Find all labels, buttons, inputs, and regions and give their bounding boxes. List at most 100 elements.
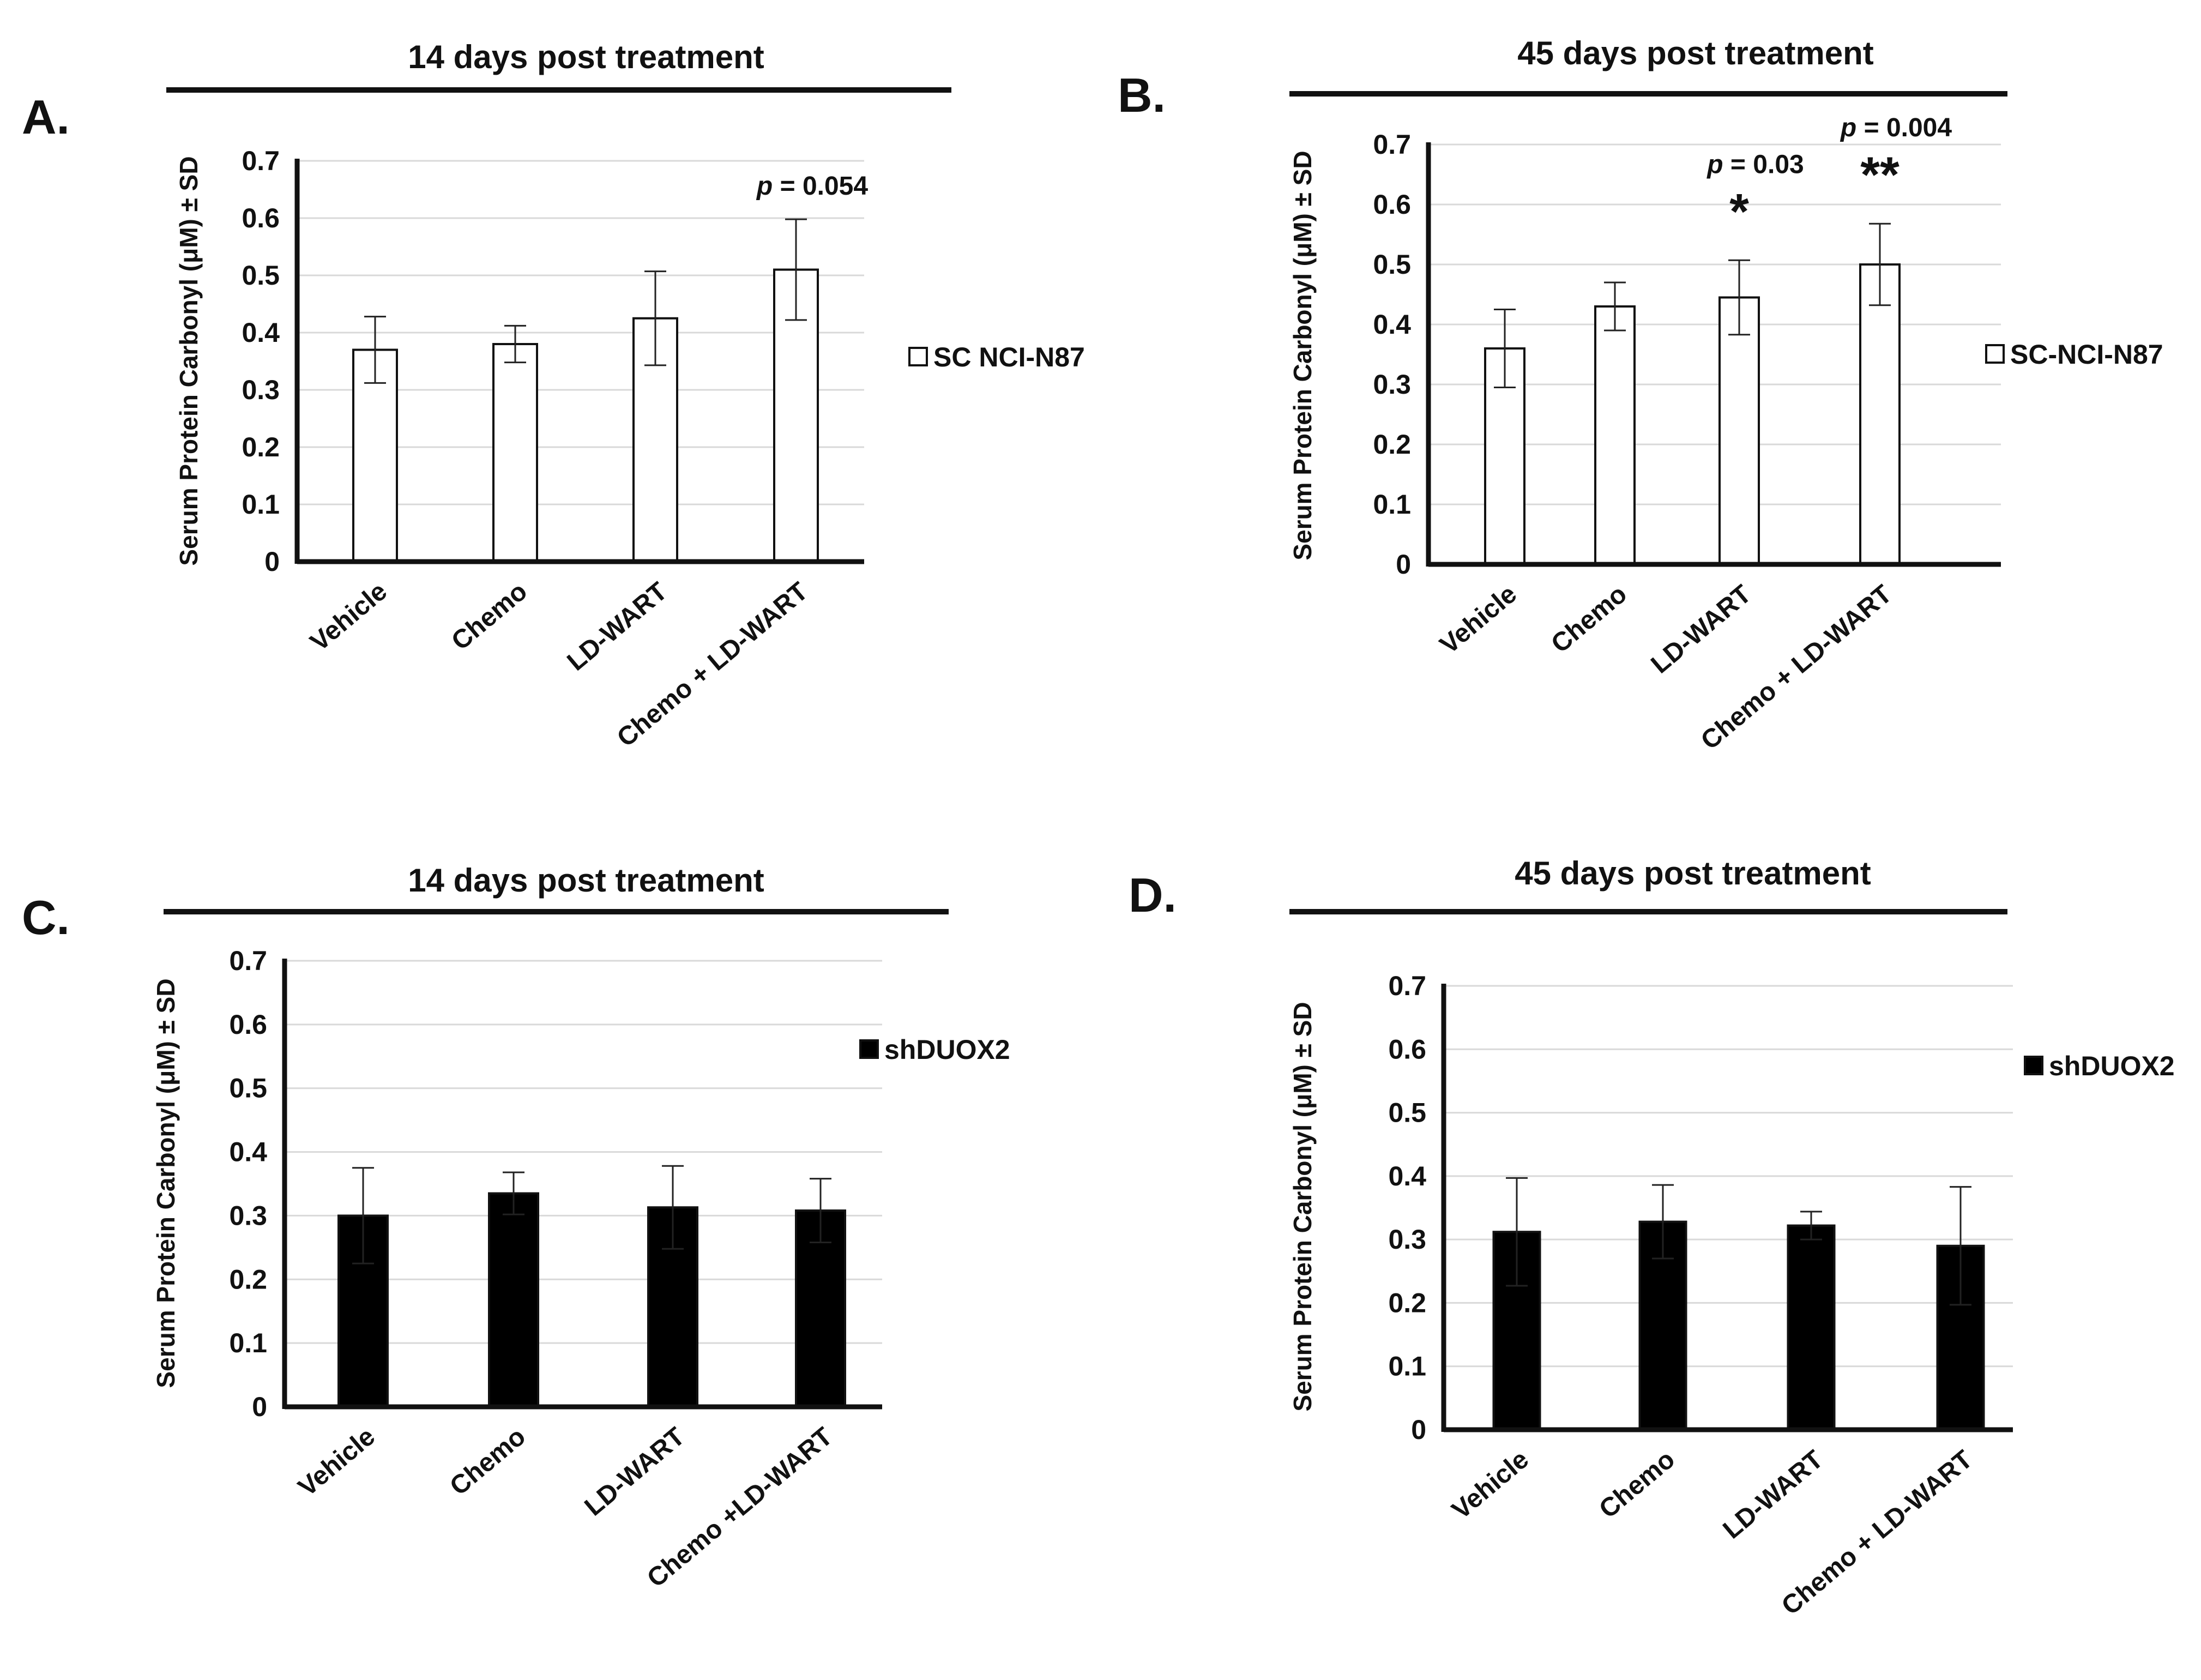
y-tick-label: 0.4	[1388, 1161, 1426, 1191]
x-category-label: Chemo	[1594, 1445, 1680, 1524]
chart-panel-d: D. 45 days post treatment 0 0.1 0.2 0.3 0.4 0.5…	[1129, 855, 2175, 1621]
legend: SC NCI-N87	[908, 342, 1085, 372]
error-bar	[504, 324, 526, 364]
panel-letter: D.	[1129, 868, 1177, 922]
significance-stars: **	[1860, 147, 1900, 203]
p-value-text: = 0.03	[1723, 150, 1804, 179]
y-axis-label: Serum Protein Carbonyl (μM) ± SD	[1288, 150, 1317, 560]
y-tick-label: 0.7	[1373, 129, 1411, 160]
legend-swatch	[2024, 1056, 2043, 1075]
x-category-label: Chemo	[446, 577, 533, 656]
panel-letter: C.	[22, 890, 70, 944]
chart-panel-c: C. 14 days post treatment 0 0.1 0.2 0.3 0.4 0.5…	[22, 862, 1010, 1593]
significance-annotation: p = 0.054	[756, 172, 868, 201]
chart-title: 14 days post treatment	[408, 862, 764, 899]
x-category-label: Vehicle	[293, 1422, 381, 1502]
panel-letter: A.	[22, 90, 70, 144]
legend-swatch	[1985, 344, 2005, 364]
legend-swatch	[859, 1039, 879, 1059]
y-tick-label: 0.1	[229, 1328, 267, 1358]
p-value-text: = 0.054	[773, 172, 868, 201]
bar	[1594, 305, 1636, 565]
y-tick-label: 0.2	[242, 432, 280, 462]
error-bar	[644, 270, 666, 366]
chart-title: 45 days post treatment	[1515, 855, 1871, 892]
y-tick-label: 0.7	[1388, 971, 1426, 1001]
error-bar	[810, 1178, 831, 1244]
y-tick-label: 0.2	[229, 1264, 267, 1294]
legend-label: SC NCI-N87	[933, 342, 1085, 372]
significance-stars: *	[1729, 184, 1749, 239]
x-category-label: Chemo	[444, 1422, 531, 1501]
y-tick-label: 0.2	[1373, 429, 1411, 460]
bar	[488, 1192, 539, 1408]
significance-annotation: *p = 0.03	[1706, 150, 1804, 239]
p-value-symbol: p	[1706, 150, 1723, 179]
p-value-symbol: p	[1840, 113, 1856, 142]
error-bar	[1506, 1177, 1528, 1287]
bar	[352, 348, 398, 563]
y-tick-label: 0.4	[229, 1137, 267, 1167]
error-bar	[503, 1171, 524, 1215]
y-tick-label: 0.6	[242, 203, 280, 233]
y-tick-label: 0.3	[1373, 369, 1411, 400]
p-value-text: = 0.004	[1856, 113, 1952, 142]
y-tick-label: 0.1	[242, 489, 280, 520]
x-category-label: LD-WART	[562, 577, 673, 677]
y-tick-label: 0	[1411, 1414, 1426, 1445]
error-bar	[662, 1165, 684, 1250]
chart-title: 45 days post treatment	[1517, 35, 1874, 71]
legend: shDUOX2	[2024, 1051, 2175, 1081]
bar	[1718, 296, 1760, 565]
chart-panel-b: B. 45 days post treatment 0 0.1 0.2 0.3 0.4 0.5…	[1118, 35, 2163, 755]
y-axis-label: Serum Protein Carbonyl (μM) ± SD	[152, 978, 180, 1388]
error-bar	[1728, 259, 1750, 336]
legend-label: shDUOX2	[2049, 1051, 2175, 1081]
y-tick-label: 0.4	[242, 317, 280, 348]
x-category-label: LD-WART	[1645, 580, 1757, 679]
bar	[1787, 1224, 1836, 1431]
y-tick-label: 0.3	[229, 1200, 267, 1231]
error-bar	[352, 1167, 374, 1264]
x-category-label: Vehicle	[1434, 580, 1522, 660]
y-tick-label: 0.7	[229, 946, 267, 976]
chart-title: 14 days post treatment	[408, 39, 764, 75]
error-bar	[1494, 309, 1516, 388]
p-value-label: p = 0.054	[756, 172, 868, 201]
p-value-label: p = 0.03	[1706, 150, 1804, 179]
legend-swatch	[908, 347, 928, 366]
error-bar	[1800, 1211, 1822, 1241]
legend-label: SC-NCI-N87	[2010, 339, 2163, 370]
y-tick-label: 0.5	[242, 260, 280, 291]
x-category-label: LD-WART	[579, 1422, 690, 1522]
y-tick-label: 0	[1396, 549, 1411, 580]
y-tick-label: 0.4	[1373, 309, 1411, 340]
y-tick-label: 0.7	[242, 146, 280, 176]
x-category-label: Vehicle	[1446, 1445, 1534, 1525]
p-value-symbol: p	[756, 172, 773, 201]
legend-label: shDUOX2	[884, 1034, 1010, 1065]
x-category-label: LD-WART	[1717, 1445, 1829, 1545]
x-category-label: Chemo	[1546, 580, 1632, 659]
error-bar	[1652, 1184, 1674, 1260]
y-tick-label: 0.2	[1388, 1287, 1426, 1318]
y-tick-label: 0	[264, 546, 280, 577]
y-tick-label: 0.6	[229, 1009, 267, 1040]
error-bar	[1950, 1186, 1971, 1306]
y-tick-label: 0.6	[1388, 1034, 1426, 1064]
y-tick-label: 0.5	[1388, 1098, 1426, 1128]
y-tick-label: 0.1	[1373, 489, 1411, 520]
p-value-label: p = 0.004	[1840, 113, 1952, 142]
x-category-label: Vehicle	[305, 577, 393, 657]
error-bar	[1869, 222, 1891, 306]
significance-annotation: **p = 0.004	[1840, 113, 1952, 203]
y-tick-label: 0	[252, 1392, 267, 1422]
error-bar	[785, 218, 807, 321]
y-tick-label: 0.5	[229, 1073, 267, 1104]
legend: shDUOX2	[859, 1034, 1010, 1065]
y-tick-label: 0.3	[242, 375, 280, 405]
chart-panel-a: A. 14 days post treatment 0 0.1 0.2 0.3 0.4 0.5…	[22, 39, 1085, 752]
bar	[795, 1209, 846, 1408]
y-axis-label: Serum Protein Carbonyl (μM) ± SD	[174, 156, 203, 565]
